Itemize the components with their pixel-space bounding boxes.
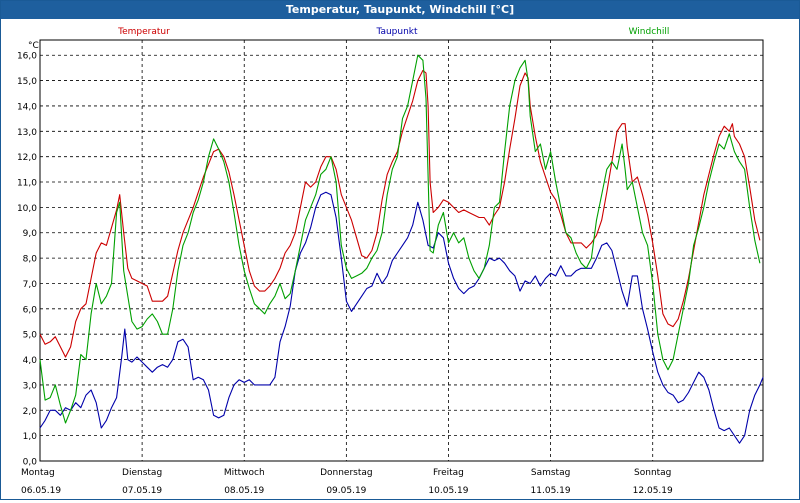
y-tick-label: 3,0: [23, 381, 38, 391]
legend-taupunkt: Taupunkt: [375, 27, 418, 37]
y-tick-label: 9,0: [23, 229, 38, 239]
x-day-label: Mittwoch: [224, 468, 265, 478]
x-day-label: Sonntag: [634, 468, 671, 478]
y-axis-unit: °C: [28, 41, 39, 51]
legend-temperatur: Temperatur: [117, 27, 170, 37]
x-date-label: 12.05.19: [633, 486, 673, 496]
x-day-label: Donnerstag: [320, 468, 373, 478]
x-date-label: 09.05.19: [326, 486, 366, 496]
x-day-label: Samstag: [531, 468, 570, 478]
y-tick-label: 1,0: [23, 432, 38, 442]
series-line-taupunkt: [39, 191, 764, 444]
line-chart: 0,0 1,0 2,0 3,0 4,0 5,0 6,0 7,0 8,0 9,0 10,0 11,0 12…: [17, 27, 764, 496]
x-date-label: 07.05.19: [122, 486, 162, 496]
x-date-label: 08.05.19: [224, 486, 264, 496]
x-date-label: 06.05.19: [21, 486, 61, 496]
series-line-windchill: [39, 54, 761, 424]
window-title: Temperatur, Taupunkt, Windchill [°C]: [1, 1, 799, 19]
y-tick-label: 12,0: [17, 153, 37, 163]
y-tick-label: 16,0: [17, 52, 37, 62]
x-day-label: Montag: [21, 468, 55, 478]
y-tick-label: 0,0: [23, 458, 38, 468]
y-tick-label: 8,0: [23, 255, 38, 265]
x-day-label: Dienstag: [122, 468, 162, 478]
y-tick-label: 13,0: [17, 128, 37, 138]
y-tick-label: 6,0: [23, 305, 38, 315]
y-tick-label: 2,0: [23, 407, 38, 417]
y-tick-label: 14,0: [17, 102, 37, 112]
legend-windchill: Windchill: [629, 27, 670, 37]
x-date-label: 11.05.19: [531, 486, 571, 496]
y-tick-label: 4,0: [23, 356, 38, 366]
chart-area: 0,0 1,0 2,0 3,0 4,0 5,0 6,0 7,0 8,0 9,0 10,0 11,0 12…: [1, 19, 799, 499]
x-day-label: Freitag: [433, 468, 464, 478]
y-tick-label: 5,0: [23, 331, 38, 341]
x-date-label: 10.05.19: [428, 486, 468, 496]
y-tick-label: 10,0: [17, 204, 37, 214]
y-tick-label: 15,0: [17, 77, 37, 87]
plot-frame: [39, 39, 764, 462]
series-line-temperatur: [39, 69, 761, 358]
y-tick-label: 11,0: [17, 179, 37, 189]
y-tick-label: 7,0: [23, 280, 38, 290]
